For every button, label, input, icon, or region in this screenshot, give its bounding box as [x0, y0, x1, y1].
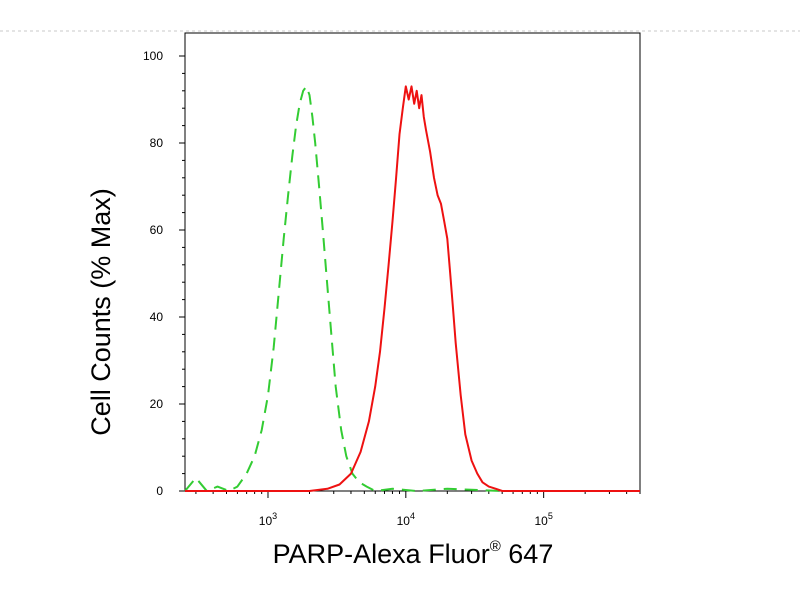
- x-axis-title-superscript: ®: [490, 538, 501, 555]
- y-tick-label: 0: [156, 484, 163, 498]
- y-tick-label: 60: [150, 223, 164, 237]
- x-axis-title-suffix: 647: [501, 539, 554, 569]
- series-line-1: [184, 85, 640, 492]
- plot-frame: [184, 32, 641, 492]
- x-tick-label: 104: [397, 511, 415, 528]
- y-tick-label: 20: [150, 397, 164, 411]
- y-tick-label: 40: [150, 310, 164, 324]
- x-axis-title: PARP-Alexa Fluor® 647: [273, 538, 554, 569]
- y-axis: 0 20 40 60 80 100: [143, 49, 185, 498]
- x-axis-title-main: PARP-Alexa Fluor: [273, 539, 490, 569]
- y-tick-label: 100: [143, 49, 163, 63]
- x-axis: 103 104 105: [195, 491, 641, 528]
- y-axis-title: Cell Counts (% Max): [86, 188, 116, 436]
- series-line-2: [185, 85, 640, 492]
- series-layer: [184, 85, 640, 492]
- x-tick-label: 105: [534, 511, 552, 528]
- y-tick-label: 80: [150, 136, 164, 150]
- x-tick-label: 103: [259, 511, 277, 528]
